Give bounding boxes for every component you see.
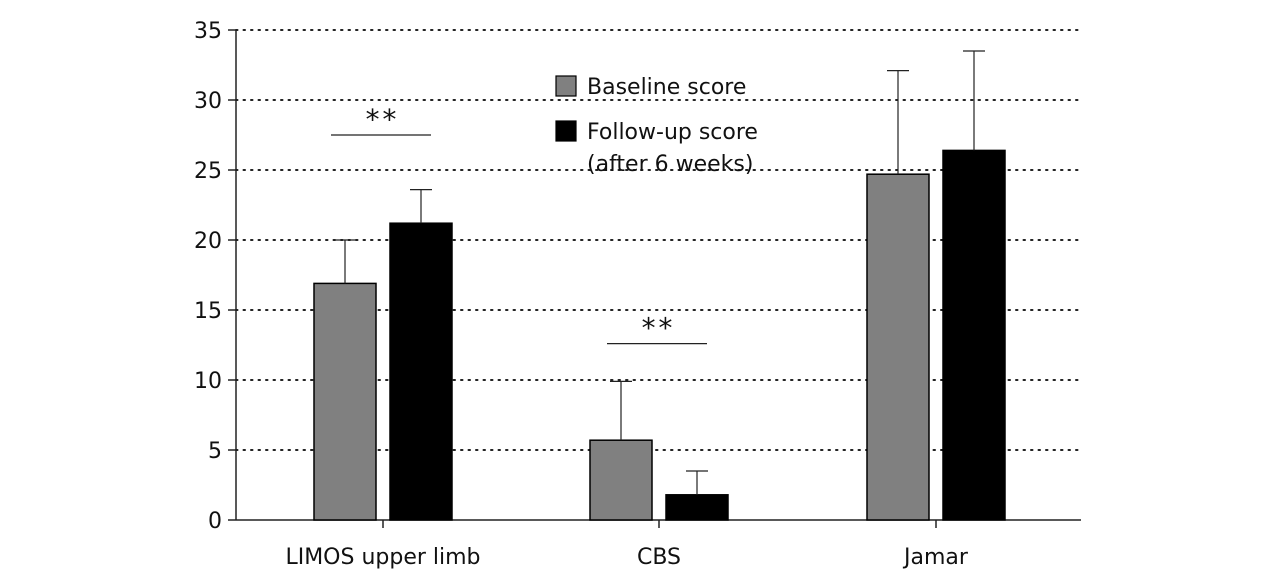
bars [313,149,1006,521]
significance-label-0: ** [364,103,398,136]
legend-swatch-1 [555,120,577,142]
axes [228,29,1081,528]
legend-label-1-1: (after 6 weeks) [587,152,753,177]
y-tick-label-20: 20 [194,229,222,254]
bar-followup-2 [942,149,1006,521]
error-bars [334,50,985,495]
y-tick-label-5: 5 [208,439,222,464]
y-tick-label-25: 25 [194,159,222,184]
bar-baseline-0 [313,282,377,521]
bar-baseline-2 [866,173,930,521]
y-tick-label-0: 0 [208,509,222,534]
legend-swatch-0 [555,75,577,97]
legend-label-1-0: Follow-up score [587,120,758,145]
bar-followup-1 [665,494,729,521]
y-tick-label-30: 30 [194,89,222,114]
y-tick-label-15: 15 [194,299,222,324]
x-tick-label-0: LIMOS upper limb [285,545,480,570]
legend-label-0-0: Baseline score [587,75,746,100]
bar-baseline-1 [589,439,653,521]
x-tick-label-1: CBS [637,545,681,570]
significance-label-1: ** [640,312,674,345]
x-tick-label-2: Jamar [902,545,969,570]
significance-annotations: ** ** [331,103,707,345]
y-tick-label-35: 35 [194,19,222,44]
tick-labels: 0 5 10 15 20 25 30 35 LIMOS upper limb CBS Jamar [194,19,969,570]
gridlines [235,29,1082,451]
bar-followup-0 [389,222,453,521]
legend: Baseline score Follow-up score (after 6 we… [555,75,758,177]
y-tick-label-10: 10 [194,369,222,394]
